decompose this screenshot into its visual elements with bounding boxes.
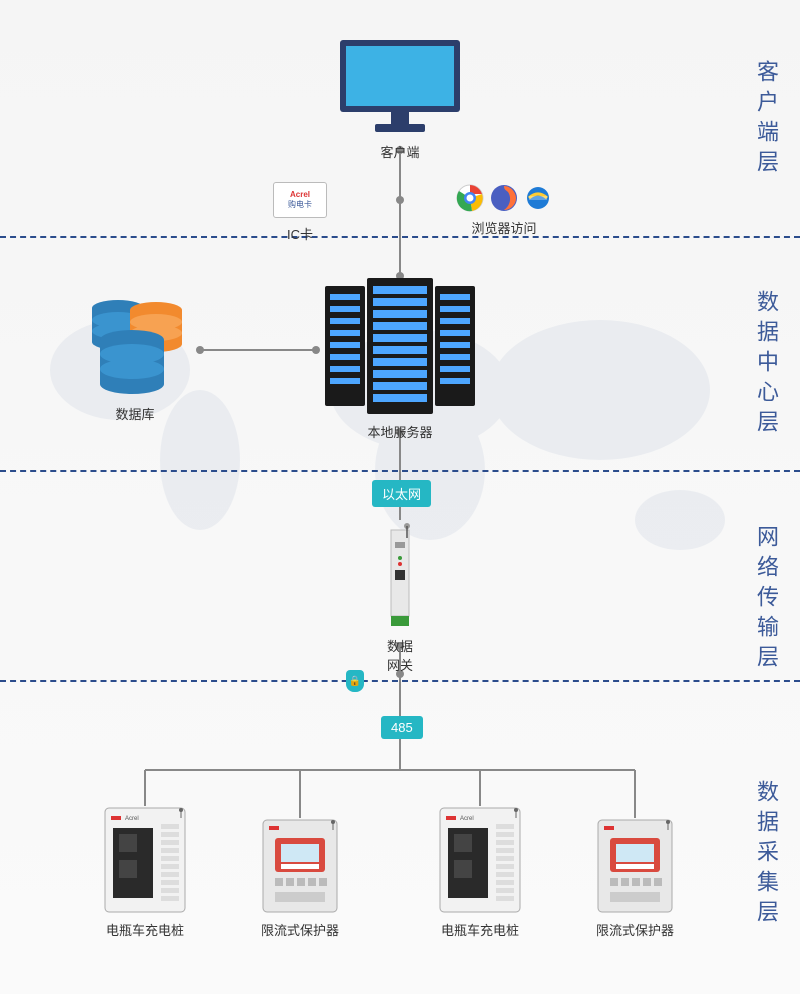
divider-3 [0,680,800,682]
dev4-label: 限流式保护器 [596,920,674,939]
gateway-icon [385,520,415,630]
dev3-label: 电瓶车充电桩 [441,920,519,939]
browser-node: 浏览器访问 [456,184,552,237]
connection-dot [396,196,404,204]
layer-label-network: 网络传输层 [750,525,782,675]
connection-line [399,150,401,276]
connection-line [145,769,635,771]
layer-label-acquisition: 数据采集层 [750,780,782,930]
iccard-label: IC卡 [287,224,313,243]
dev2-node: 限流式保护器 [261,818,339,939]
layer-label-datacenter: 数据中心层 [750,290,782,440]
iccard-node: Acrel 购电卡 IC卡 [271,182,329,243]
ie-icon [524,184,552,212]
server-node: 本地服务器 [315,276,485,441]
dev1-label: 电瓶车充电桩 [106,920,184,939]
layer-label-client: 客户端层 [750,60,782,180]
database-label: 数据库 [115,404,154,423]
connection-line [200,349,316,351]
svg-text:Acrel: Acrel [460,816,474,822]
server-label: 本地服务器 [367,422,432,441]
ethernet-badge: 以太网 [372,480,431,507]
monitor-icon [335,36,465,136]
gateway-node: 数据网关 [385,520,415,674]
connection-line [479,770,481,806]
database-node: 数据库 [80,298,190,423]
database-icon [80,298,190,398]
client-node: 客户端 [335,36,465,161]
bus485-badge: 485 [381,716,423,739]
divider-1 [0,236,800,238]
dev3-node: Acrel 电瓶车充电桩 [438,806,522,939]
firefox-icon [490,184,518,212]
connection-line [299,770,301,818]
connection-line [634,770,636,818]
connection-line [144,770,146,806]
server-icon [315,276,485,416]
divider-2 [0,470,800,472]
connection-dot [196,346,204,354]
shield-icon: 🔒 [346,670,364,692]
browser-label: 浏览器访问 [471,218,536,237]
svg-text:Acrel: Acrel [125,816,139,822]
client-label: 客户端 [380,142,419,161]
dev1-node: Acrel 电瓶车充电桩 [103,806,187,939]
chrome-icon [456,184,484,212]
dev4-node: 限流式保护器 [596,818,674,939]
gateway-label: 数据网关 [385,636,415,674]
ic-card-icon: Acrel 购电卡 [273,182,327,218]
dev2-label: 限流式保护器 [261,920,339,939]
